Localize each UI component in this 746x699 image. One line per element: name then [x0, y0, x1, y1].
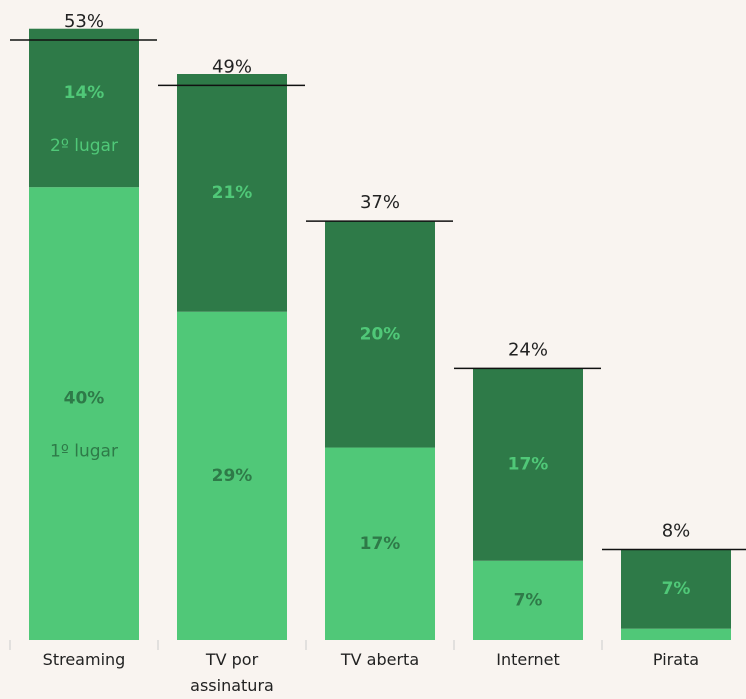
bar-segment	[473, 368, 583, 561]
legend-label: 1º lugar	[50, 442, 118, 462]
value-label: 40%	[64, 389, 105, 409]
total-label: 37%	[360, 192, 400, 213]
value-label: 29%	[212, 466, 253, 486]
total-label: 49%	[212, 56, 252, 77]
bar-segment	[325, 221, 435, 448]
legend-label: 2º lugar	[50, 136, 118, 156]
value-label: 20%	[360, 324, 401, 344]
x-tick-label: TV por assinatura	[190, 650, 274, 695]
total-label: 8%	[662, 520, 691, 541]
x-tick-label: TV aberta	[340, 650, 420, 669]
value-label: 17%	[508, 455, 549, 475]
value-label: 21%	[212, 183, 253, 203]
total-label: 24%	[508, 339, 548, 360]
value-label: 7%	[514, 590, 543, 610]
bar-segment	[177, 74, 287, 312]
bar-segment	[621, 628, 731, 640]
bar-segment	[29, 28, 139, 188]
x-tick-label: Streaming	[42, 650, 126, 669]
x-tick-label: Internet	[496, 650, 560, 669]
value-label: 17%	[360, 534, 401, 554]
bar-segment	[621, 549, 731, 629]
value-label: 14%	[64, 83, 105, 103]
x-tick-label: Pirata	[652, 650, 700, 669]
bar-segment	[177, 311, 287, 640]
value-label: 7%	[662, 579, 691, 599]
total-label: 53%	[64, 11, 104, 32]
bar-segment	[325, 447, 435, 640]
bar-segment	[473, 560, 583, 640]
bar-segment	[29, 187, 139, 640]
